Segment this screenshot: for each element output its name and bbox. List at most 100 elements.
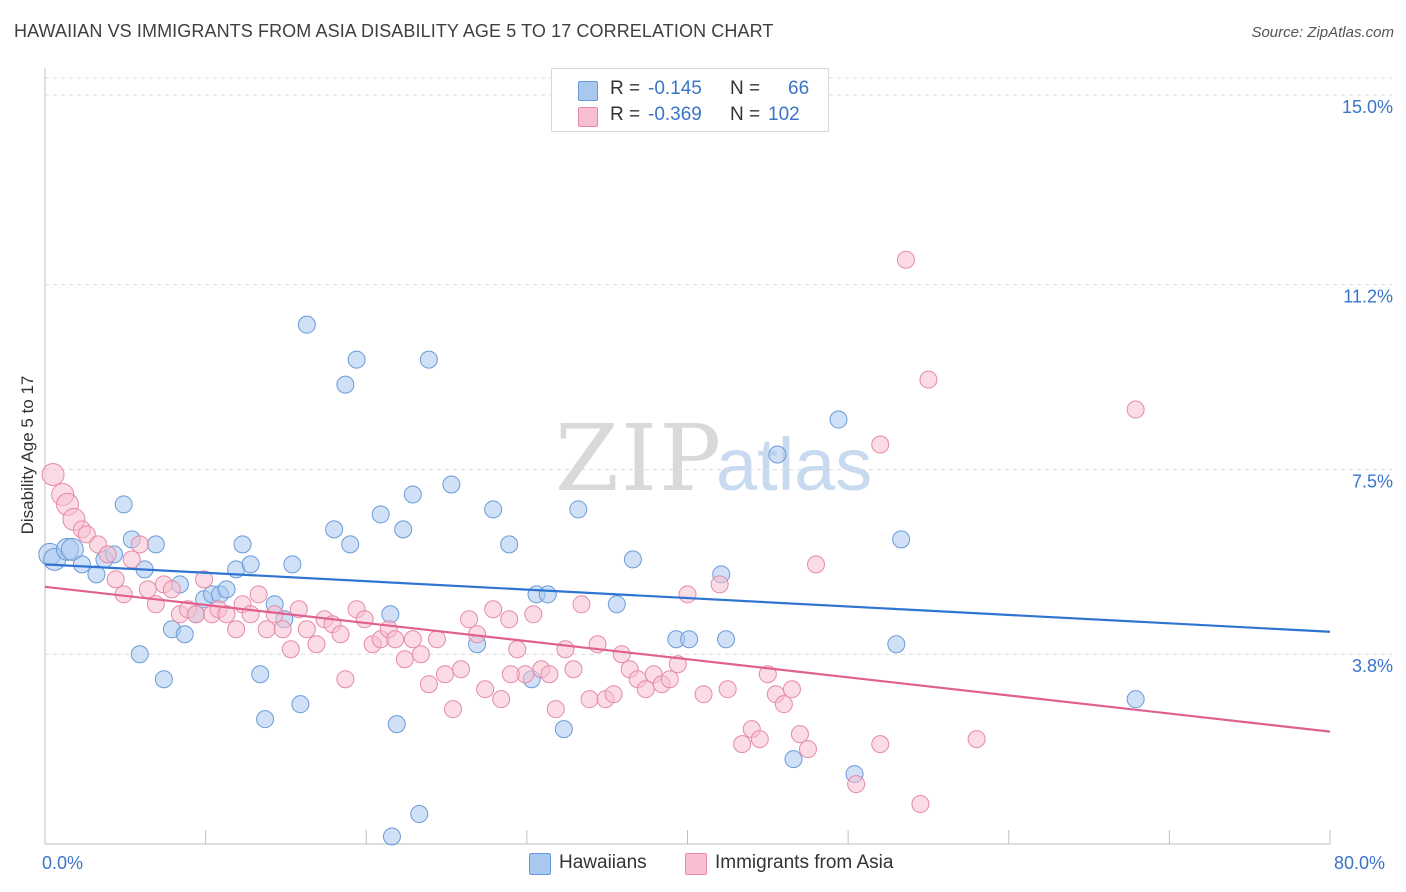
point-immigrants-from-asia [580, 690, 599, 709]
point-hawaiians [341, 535, 360, 554]
point-immigrants-from-asia [733, 735, 752, 754]
point-immigrants-from-asia [501, 665, 520, 684]
point-hawaiians [607, 595, 626, 614]
y-axis-label: Disability Age 5 to 17 [18, 375, 37, 535]
legend-label-immigrants-asia: Immigrants from Asia [715, 852, 894, 873]
point-immigrants-from-asia [604, 685, 623, 704]
point-immigrants-from-asia [492, 690, 511, 709]
point-hawaiians [500, 535, 519, 554]
legend-swatch-hawaiians [529, 853, 551, 875]
x-tick-max: 80.0% [1334, 853, 1386, 873]
watermark-atlas: atlas [716, 423, 872, 506]
point-immigrants-from-asia [678, 585, 697, 604]
point-immigrants-from-asia [847, 775, 866, 794]
point-hawaiians [554, 720, 573, 739]
point-hawaiians [72, 555, 91, 574]
point-immigrants-from-asia [572, 595, 591, 614]
x-tick-min: 0.0% [42, 853, 84, 873]
point-immigrants-from-asia [355, 610, 374, 629]
point-immigrants-from-asia [122, 550, 141, 569]
point-hawaiians [283, 555, 302, 574]
point-hawaiians [442, 475, 461, 494]
point-hawaiians [371, 505, 390, 524]
point-immigrants-from-asia [798, 740, 817, 759]
point-immigrants-from-asia [919, 370, 938, 389]
point-immigrants-from-asia [911, 795, 930, 814]
point-immigrants-from-asia [452, 660, 471, 679]
point-immigrants-from-asia [138, 580, 157, 599]
r-value: -0.369 [648, 104, 702, 125]
point-immigrants-from-asia [195, 570, 214, 589]
point-immigrants-from-asia [758, 665, 777, 684]
r-label: R = [610, 78, 641, 99]
point-immigrants-from-asia [443, 700, 462, 719]
point-hawaiians [297, 315, 316, 334]
point-immigrants-from-asia [782, 680, 801, 699]
point-immigrants-from-asia [162, 580, 181, 599]
point-immigrants-from-asia [476, 680, 495, 699]
r-label: R = [610, 104, 641, 125]
point-immigrants-from-asia [871, 435, 890, 454]
point-immigrants-from-asia [556, 640, 575, 659]
point-hawaiians [403, 485, 422, 504]
point-immigrants-from-asia [636, 680, 655, 699]
point-immigrants-from-asia [668, 655, 687, 674]
point-immigrants-from-asia [273, 620, 292, 639]
point-immigrants-from-asia [484, 600, 503, 619]
trend-line-immigrants-from-asia [44, 585, 1331, 733]
point-immigrants-from-asia [612, 645, 631, 664]
point-immigrants-from-asia [403, 630, 422, 649]
point-immigrants-from-asia [460, 610, 479, 629]
point-immigrants-from-asia [710, 575, 729, 594]
point-hawaiians [241, 555, 260, 574]
watermark-zip: ZIP [555, 405, 723, 512]
point-hawaiians [623, 550, 642, 569]
point-immigrants-from-asia [1126, 400, 1145, 419]
point-immigrants-from-asia [281, 640, 300, 659]
point-hawaiians [538, 585, 557, 604]
point-hawaiians [217, 580, 236, 599]
legend-label-hawaiians: Hawaiians [559, 852, 647, 873]
point-hawaiians [829, 410, 848, 429]
point-immigrants-from-asia [106, 570, 125, 589]
n-value: 102 [768, 104, 800, 125]
y-tick-label: 7.5% [1352, 471, 1393, 491]
legend-swatch-immigrants-asia [685, 853, 707, 875]
point-hawaiians [130, 645, 149, 664]
point-immigrants-from-asia [774, 695, 793, 714]
point-immigrants-from-asia [718, 680, 737, 699]
point-hawaiians [717, 630, 736, 649]
r-value: -0.145 [648, 78, 702, 99]
point-hawaiians [251, 665, 270, 684]
point-hawaiians [154, 670, 173, 689]
point-immigrants-from-asia [77, 525, 96, 544]
point-immigrants-from-asia [967, 730, 986, 749]
point-immigrants-from-asia [871, 735, 890, 754]
correlation-legend: R = -0.145 N = 66 R = -0.369 N = 102 [551, 68, 829, 132]
trend-line-hawaiians [44, 563, 1331, 633]
point-immigrants-from-asia [694, 685, 713, 704]
point-immigrants-from-asia [41, 462, 65, 486]
point-hawaiians [146, 535, 165, 554]
point-hawaiians [768, 445, 787, 464]
point-immigrants-from-asia [419, 675, 438, 694]
point-immigrants-from-asia [307, 635, 326, 654]
point-immigrants-from-asia [508, 640, 527, 659]
point-immigrants-from-asia [289, 600, 308, 619]
y-tick-label: 3.8% [1352, 656, 1393, 676]
point-immigrants-from-asia [336, 670, 355, 689]
point-immigrants-from-asia [750, 730, 769, 749]
point-immigrants-from-asia [249, 585, 268, 604]
point-hawaiians [419, 350, 438, 369]
point-hawaiians [784, 750, 803, 769]
point-hawaiians [387, 715, 406, 734]
point-immigrants-from-asia [660, 670, 679, 689]
point-hawaiians [347, 350, 366, 369]
point-hawaiians [233, 535, 252, 554]
source-label: Source: ZipAtlas.com [1251, 24, 1394, 41]
point-immigrants-from-asia [395, 650, 414, 669]
point-immigrants-from-asia [896, 250, 915, 269]
point-immigrants-from-asia [386, 630, 405, 649]
point-hawaiians [892, 530, 911, 549]
